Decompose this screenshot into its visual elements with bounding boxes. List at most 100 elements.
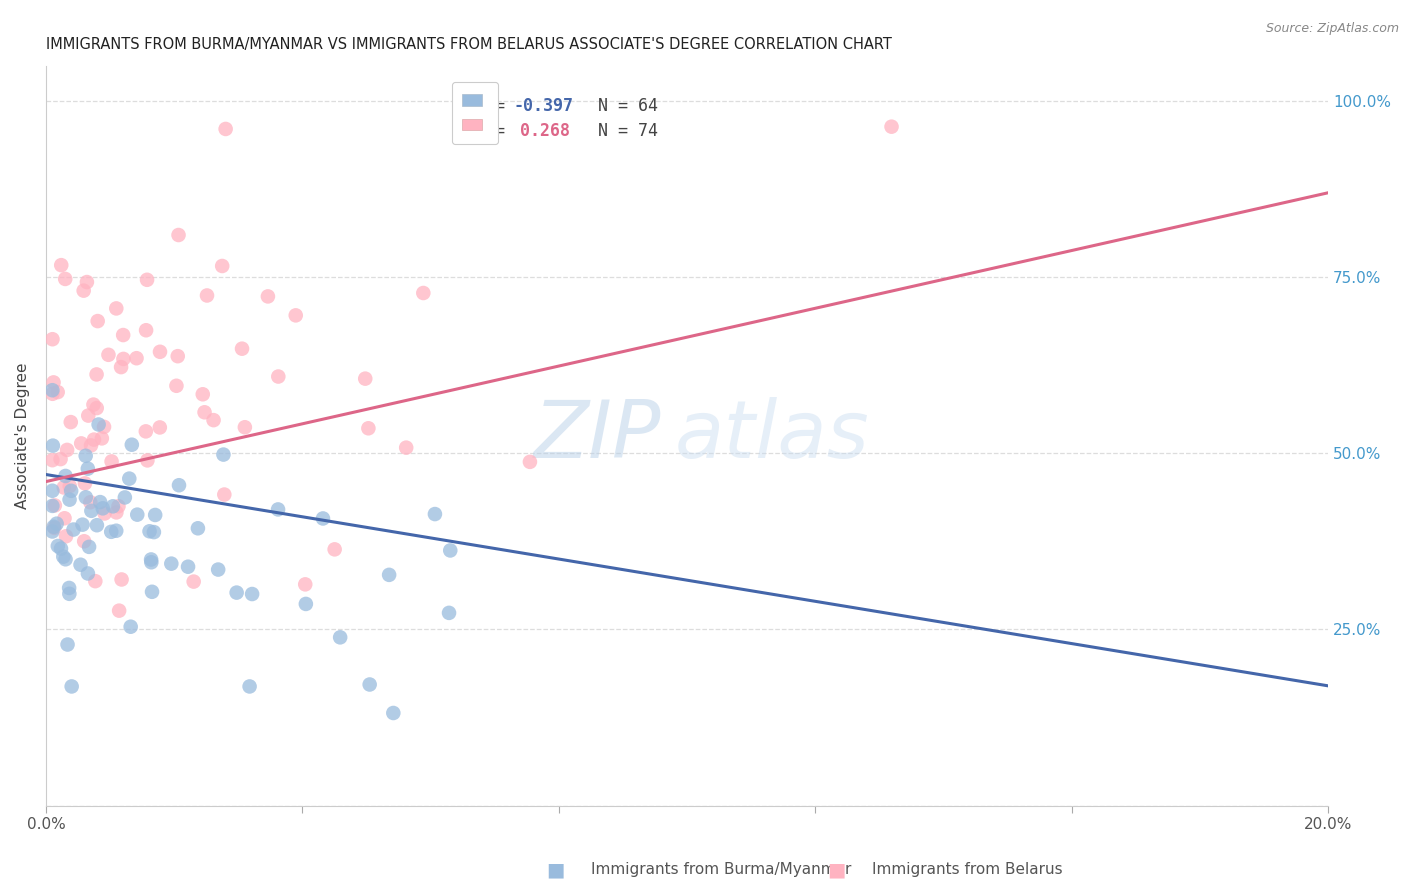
- Point: [143, 508, 166, 522]
- Point: [44, 499, 66, 513]
- Point: [202, 413, 225, 427]
- Point: [41, 453, 63, 467]
- Point: [44, 521, 66, 535]
- Point: [135, 323, 157, 337]
- Text: N = 74: N = 74: [578, 122, 658, 140]
- Point: [90, 431, 112, 445]
- Point: [233, 420, 256, 434]
- Y-axis label: Associate's Degree: Associate's Degree: [15, 362, 30, 509]
- Point: [75, 449, 97, 463]
- Point: [257, 289, 280, 303]
- Point: [160, 557, 183, 571]
- Point: [42, 519, 65, 533]
- Point: [87, 417, 110, 432]
- Point: [214, 122, 236, 136]
- Point: [41, 386, 63, 401]
- Point: [880, 120, 903, 134]
- Point: [121, 438, 143, 452]
- Point: [239, 680, 262, 694]
- Point: [105, 524, 128, 538]
- Point: [519, 455, 541, 469]
- Point: [149, 344, 172, 359]
- Point: [191, 387, 214, 401]
- Point: [110, 573, 132, 587]
- Point: [45, 516, 67, 531]
- Point: [187, 521, 209, 535]
- Point: [73, 284, 96, 298]
- Legend: , : ,: [451, 82, 499, 145]
- Point: [55, 529, 77, 543]
- Point: [177, 559, 200, 574]
- Text: R =: R =: [475, 97, 516, 115]
- Point: [42, 439, 65, 453]
- Point: [231, 342, 253, 356]
- Point: [110, 360, 132, 375]
- Point: [73, 534, 96, 549]
- Point: [55, 469, 77, 483]
- Point: [167, 227, 190, 242]
- Text: IMMIGRANTS FROM BURMA/MYANMAR VS IMMIGRANTS FROM BELARUS ASSOCIATE'S DEGREE CORR: IMMIGRANTS FROM BURMA/MYANMAR VS IMMIGRA…: [46, 37, 891, 53]
- Point: [105, 505, 128, 519]
- Point: [75, 491, 97, 505]
- Point: [80, 438, 103, 452]
- Point: [77, 540, 100, 554]
- Text: 0.268: 0.268: [520, 122, 571, 140]
- Point: [73, 476, 96, 491]
- Text: ZIP: ZIP: [534, 397, 661, 475]
- Point: [165, 378, 187, 392]
- Point: [141, 555, 163, 569]
- Point: [195, 288, 218, 302]
- Point: [76, 275, 98, 289]
- Point: [93, 420, 115, 434]
- Point: [70, 436, 93, 450]
- Point: [439, 543, 461, 558]
- Point: [284, 309, 307, 323]
- Point: [107, 500, 129, 514]
- Point: [52, 549, 75, 564]
- Point: [101, 500, 124, 514]
- Point: [207, 563, 229, 577]
- Point: [312, 511, 335, 525]
- Point: [136, 273, 159, 287]
- Point: [49, 452, 72, 467]
- Point: [86, 518, 108, 533]
- Point: [112, 351, 135, 366]
- Point: [423, 507, 446, 521]
- Point: [56, 442, 79, 457]
- Point: [58, 587, 80, 601]
- Text: N = 64: N = 64: [578, 97, 658, 115]
- Point: [323, 542, 346, 557]
- Point: [60, 483, 83, 498]
- Point: [41, 499, 63, 513]
- Point: [77, 566, 100, 581]
- Point: [294, 577, 316, 591]
- Point: [127, 508, 149, 522]
- Point: [354, 371, 377, 385]
- Text: -0.397: -0.397: [515, 97, 574, 115]
- Point: [41, 332, 63, 346]
- Point: [211, 259, 233, 273]
- Point: [49, 541, 72, 556]
- Text: atlas: atlas: [675, 397, 869, 475]
- Point: [167, 478, 190, 492]
- Point: [138, 524, 160, 539]
- Point: [118, 472, 141, 486]
- Point: [86, 314, 108, 328]
- Point: [382, 706, 405, 720]
- Point: [183, 574, 205, 589]
- Point: [46, 385, 69, 400]
- Point: [79, 495, 101, 509]
- Point: [91, 501, 114, 516]
- Point: [41, 483, 63, 498]
- Point: [112, 328, 135, 343]
- Point: [108, 604, 131, 618]
- Point: [59, 415, 82, 429]
- Point: [86, 401, 108, 415]
- Point: [58, 581, 80, 595]
- Point: [100, 524, 122, 539]
- Text: ■: ■: [546, 860, 565, 880]
- Point: [120, 620, 142, 634]
- Text: Source: ZipAtlas.com: Source: ZipAtlas.com: [1265, 22, 1399, 36]
- Point: [166, 349, 188, 363]
- Text: R =: R =: [475, 122, 526, 140]
